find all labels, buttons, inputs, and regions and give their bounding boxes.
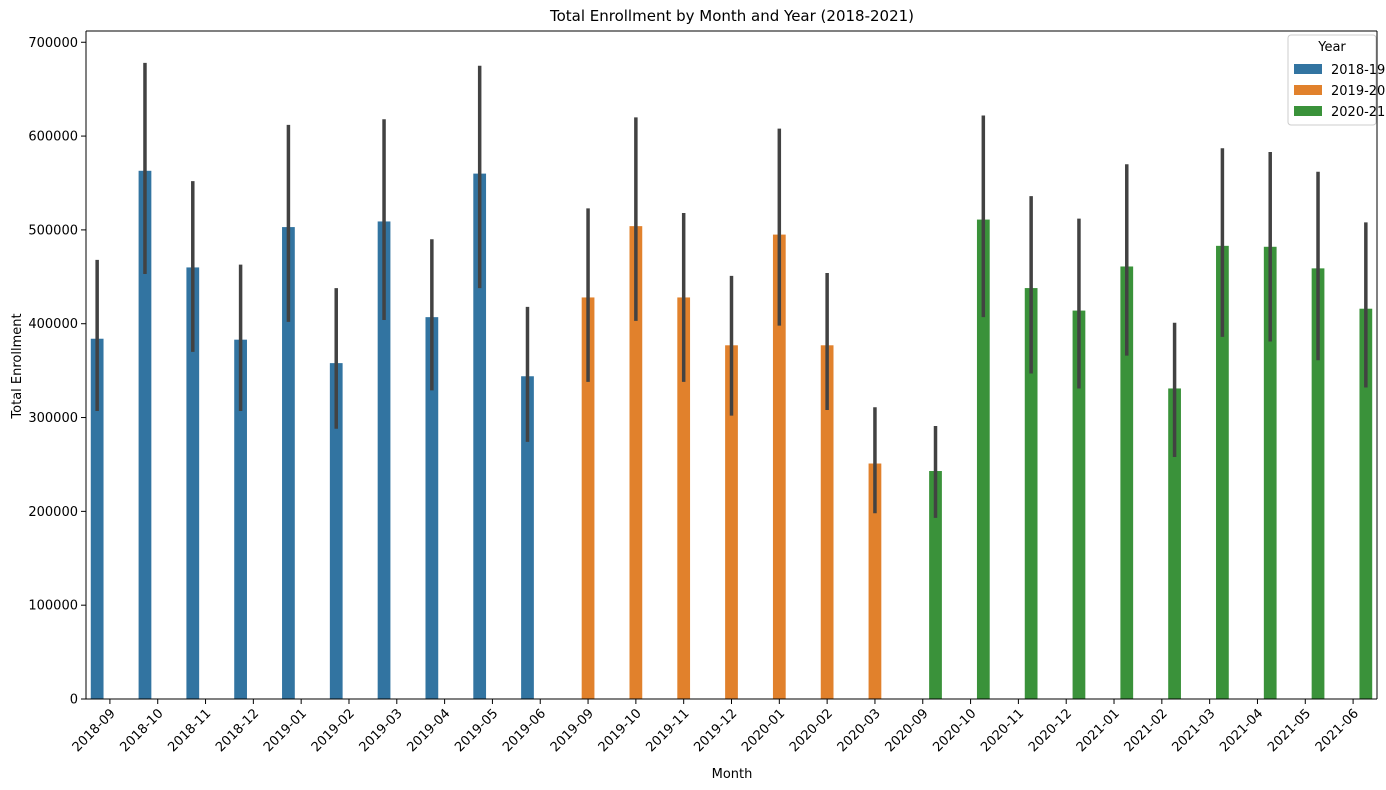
y-tick-label: 600000 [28, 130, 78, 145]
bar-2020-09-2020-21 [929, 471, 942, 699]
x-tick-label: 2019-01 [261, 706, 310, 755]
bar-2019-06-2018-19 [521, 376, 534, 699]
x-tick-label: 2019-11 [643, 706, 692, 755]
legend-swatch-2018-19 [1294, 64, 1322, 74]
x-tick-label: 2021-01 [1074, 706, 1123, 755]
x-tick-label: 2018-09 [70, 706, 119, 755]
x-tick-label: 2018-10 [118, 706, 167, 755]
x-tick-label: 2018-11 [165, 706, 214, 755]
chart-title: Total Enrollment by Month and Year (2018… [549, 7, 914, 25]
y-tick-label: 400000 [28, 317, 78, 332]
bar-2020-01-2019-20 [772, 234, 786, 699]
x-tick-label: 2020-03 [835, 706, 884, 755]
bar-2019-10-2019-20 [629, 226, 643, 700]
bar-2021-02-2020-21 [1168, 388, 1181, 699]
bar-2018-09-2018-19 [90, 338, 104, 699]
x-tick-label: 2019-04 [404, 706, 453, 755]
bar-2019-11-2019-20 [677, 297, 691, 699]
x-tick-label: 2021-02 [1122, 706, 1171, 755]
y-tick-label: 700000 [28, 36, 78, 51]
y-tick-label: 200000 [28, 505, 78, 520]
bar-2021-01-2020-21 [1120, 266, 1134, 699]
bar-2021-06-2020-21 [1359, 308, 1373, 699]
y-tick-label: 100000 [28, 599, 78, 614]
x-tick-label: 2020-09 [883, 706, 932, 755]
bar-2019-12-2019-20 [725, 345, 738, 699]
x-tick-label: 2021-03 [1169, 706, 1218, 755]
bar-2020-10-2020-21 [976, 219, 990, 699]
bar-2018-11-2018-19 [186, 267, 200, 699]
bar-2019-05-2018-19 [473, 173, 487, 699]
bar-2019-09-2019-20 [581, 297, 595, 699]
bar-2018-12-2018-19 [234, 339, 247, 699]
x-tick-label: 2021-06 [1313, 706, 1362, 755]
x-tick-label: 2020-10 [930, 706, 979, 755]
x-tick-label: 2020-11 [978, 706, 1027, 755]
x-tick-label: 2021-04 [1217, 706, 1266, 755]
bar-2020-11-2020-21 [1024, 288, 1038, 699]
x-tick-label: 2019-06 [500, 706, 549, 755]
legend-label-2018-19: 2018-19 [1331, 63, 1385, 78]
legend-swatch-2020-21 [1294, 106, 1322, 116]
x-tick-label: 2019-05 [452, 706, 501, 755]
bar-2020-02-2019-20 [820, 345, 834, 699]
bar-2019-04-2018-19 [425, 317, 439, 699]
plot-area: 0 100000 200000 300000 400000 500000 600000 700… [28, 30, 1378, 755]
bar-2020-12-2020-21 [1072, 310, 1086, 699]
y-tick-label: 0 [70, 693, 78, 708]
bar-2019-02-2018-19 [329, 363, 343, 699]
x-tick-label: 2020-12 [1026, 706, 1075, 755]
x-tick-label: 2021-05 [1265, 706, 1314, 755]
x-tick-label: 2019-03 [357, 706, 406, 755]
bar-2021-03-2020-21 [1216, 245, 1229, 699]
legend: Year 2018-19 2019-20 2020-21 [1287, 34, 1385, 126]
bar-2018-10-2018-19 [138, 170, 152, 700]
x-tick-label: 2019-12 [691, 706, 740, 755]
bar-2020-03-2019-20 [868, 463, 882, 699]
y-axis-label: Total Enrollment [10, 313, 25, 419]
bar-2019-01-2018-19 [282, 227, 295, 699]
x-axis-label: Month [712, 767, 753, 782]
x-tick-label: 2020-02 [787, 706, 836, 755]
x-tick-label: 2019-10 [596, 706, 645, 755]
bar-2021-05-2020-21 [1311, 268, 1325, 699]
legend-label-2019-20: 2019-20 [1331, 84, 1385, 99]
x-tick-label: 2018-12 [213, 706, 262, 755]
x-tick-label: 2019-09 [548, 706, 597, 755]
x-tick-label: 2020-01 [739, 706, 788, 755]
y-tick-label: 500000 [28, 223, 78, 238]
legend-label-2020-21: 2020-21 [1331, 105, 1385, 120]
x-tick-label: 2019-02 [309, 706, 358, 755]
legend-swatch-2019-20 [1294, 85, 1322, 95]
bar-2021-04-2020-21 [1263, 246, 1277, 700]
bar-2019-03-2018-19 [377, 221, 391, 699]
legend-frame [1287, 34, 1377, 126]
legend-title: Year [1317, 40, 1346, 55]
y-tick-label: 300000 [28, 411, 78, 426]
